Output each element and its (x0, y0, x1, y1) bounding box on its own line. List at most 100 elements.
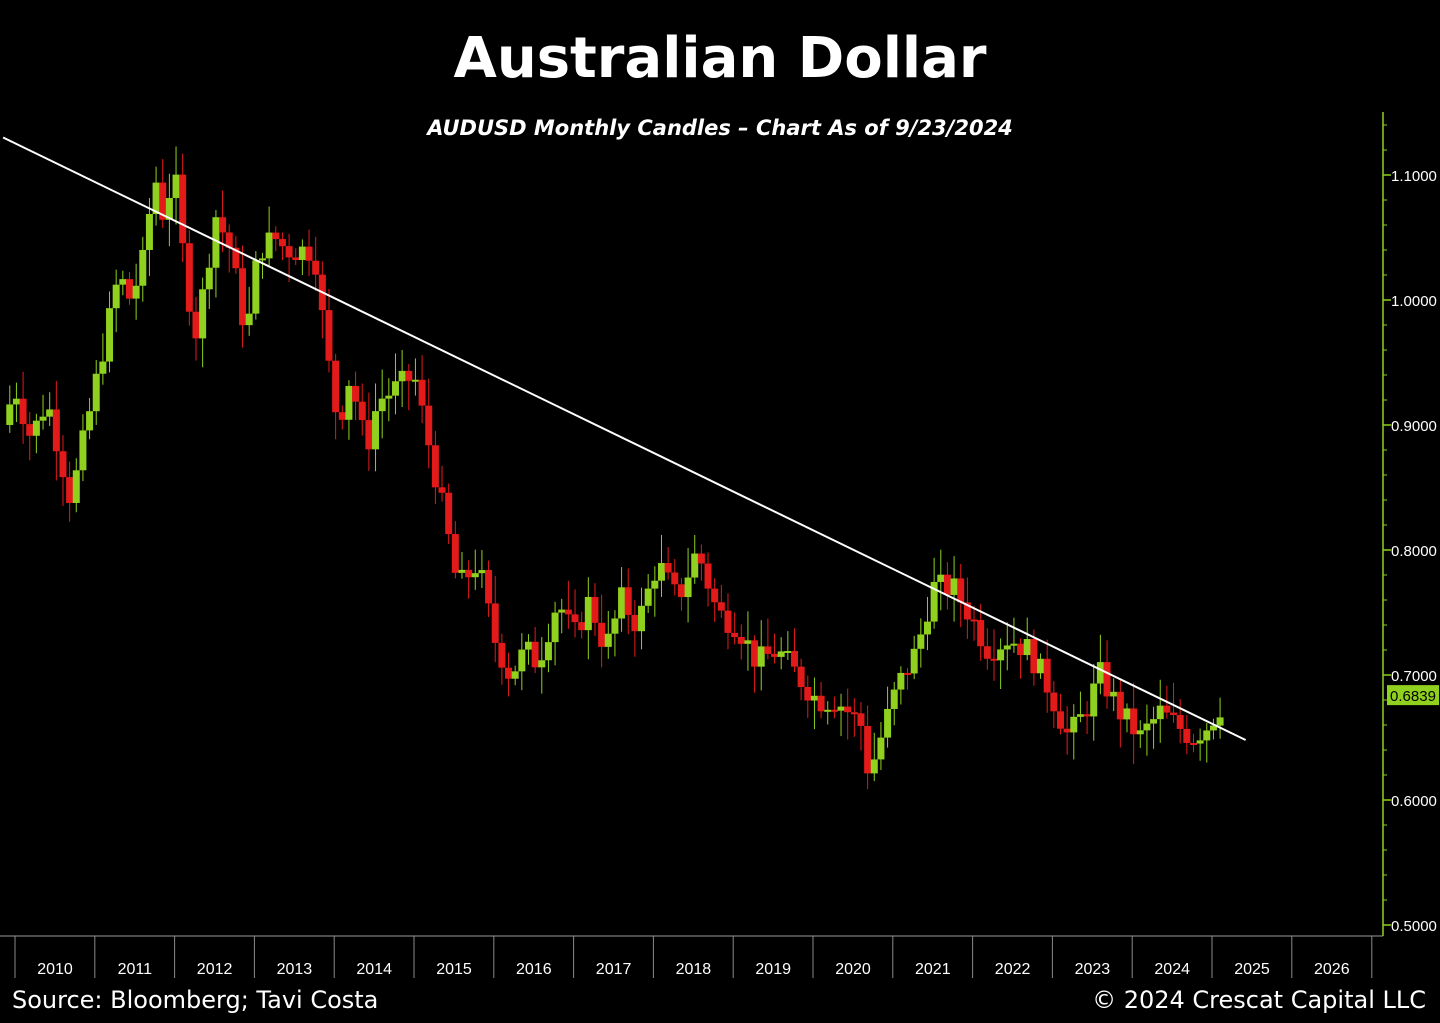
candle-down (1083, 714, 1091, 717)
candle-down (751, 640, 759, 667)
candle-down (804, 687, 812, 701)
candle-down (292, 257, 300, 260)
y-tick-label: 1.0000 (1391, 293, 1437, 310)
candle-down (817, 695, 825, 712)
candle-up (471, 573, 479, 578)
candle-up (777, 651, 785, 657)
candle-up (684, 577, 692, 598)
candle-up (1096, 662, 1104, 684)
candle-down (704, 563, 712, 589)
x-tick-label: 2023 (1075, 961, 1111, 978)
x-tick-label: 2011 (118, 961, 153, 978)
candle-down (983, 646, 991, 659)
candle-down (59, 451, 67, 478)
candle-up (298, 246, 306, 260)
x-tick-label: 2025 (1234, 961, 1270, 978)
candle-up (1037, 658, 1045, 674)
x-tick-label: 2020 (835, 961, 871, 978)
candle-down (1030, 639, 1038, 674)
candle-up (132, 285, 140, 299)
candle-down (571, 614, 579, 623)
candle-down (963, 602, 971, 620)
candle-down (977, 620, 985, 647)
last-price-label: 0.6839 (1390, 688, 1436, 705)
candle-down (850, 712, 858, 715)
candle-up (1196, 740, 1204, 744)
candle-up (1010, 643, 1018, 646)
candle-up (12, 398, 20, 405)
x-tick-label: 2015 (436, 961, 472, 978)
candle-up (837, 706, 845, 711)
candle-up (584, 596, 592, 631)
candle-up (478, 570, 486, 574)
candle-up (199, 289, 207, 339)
x-tick-label: 2018 (676, 961, 712, 978)
candle-up (1070, 716, 1078, 733)
candle-down (1189, 742, 1197, 745)
candle-up (378, 398, 386, 412)
candle-down (438, 487, 446, 493)
candle-down (405, 370, 413, 381)
candle-down (418, 379, 426, 406)
candle-down (332, 360, 340, 413)
candle-up (252, 260, 260, 314)
candle-down (485, 570, 493, 604)
candle-down (1017, 643, 1025, 656)
candle-up (112, 284, 120, 309)
candle-down (864, 725, 872, 774)
candle-down (943, 574, 951, 595)
candle-down (491, 603, 499, 643)
candle-down (591, 596, 599, 623)
candle-up (1150, 719, 1158, 724)
candle-up (92, 373, 100, 412)
candle-down (185, 243, 193, 312)
candle-down (1063, 728, 1071, 733)
candle-up (458, 569, 466, 573)
candle-down (631, 614, 639, 632)
candle-up (884, 708, 892, 738)
candle-down (52, 409, 60, 452)
candle-down (624, 587, 632, 615)
candle-up (604, 633, 612, 647)
candle-up (411, 379, 419, 382)
candle-down (305, 246, 313, 261)
candle-up (1136, 730, 1144, 735)
candle-up (79, 430, 87, 471)
candle-down (844, 706, 852, 713)
candle-up (258, 258, 266, 261)
candle-down (179, 174, 187, 244)
y-tick-label: 0.8000 (1391, 543, 1437, 560)
x-tick-label: 2013 (277, 961, 313, 978)
x-tick-label: 2014 (356, 961, 392, 978)
candle-up (524, 641, 532, 650)
candle-down (125, 279, 133, 299)
y-tick-label: 1.1000 (1391, 168, 1437, 185)
candle-down (1116, 691, 1124, 720)
candle-up (139, 249, 147, 286)
candle-down (1043, 658, 1051, 693)
candle-up (245, 313, 253, 326)
candle-up (997, 649, 1005, 661)
y-tick-label: 0.7000 (1391, 668, 1437, 685)
candle-up (398, 370, 406, 382)
candle-up (657, 563, 665, 581)
candle-down (724, 610, 732, 633)
candle-down (531, 641, 539, 668)
candle-up (691, 553, 699, 578)
last-price-badge (1387, 685, 1439, 706)
x-tick-label: 2022 (995, 961, 1031, 978)
candle-down (677, 584, 685, 598)
candle-up (930, 581, 938, 622)
candle-up (551, 612, 559, 643)
candle-up (611, 618, 619, 634)
candle-down (19, 398, 27, 425)
candle-down (790, 650, 798, 667)
candle-down (764, 646, 772, 654)
candle-up (1209, 725, 1217, 731)
candle-up (1156, 705, 1164, 720)
candle-up (372, 411, 380, 450)
x-tick-label: 2024 (1154, 961, 1190, 978)
candle-up (950, 578, 958, 595)
candle-down (26, 424, 34, 436)
